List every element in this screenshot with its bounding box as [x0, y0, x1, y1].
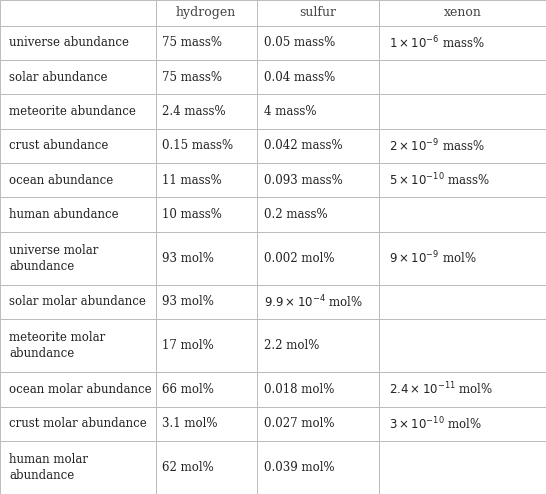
- Text: 0.15 mass%: 0.15 mass%: [162, 139, 233, 152]
- Bar: [0, 319, 156, 372]
- Bar: [257, 60, 379, 94]
- Text: solar molar abundance: solar molar abundance: [9, 295, 146, 308]
- Bar: [156, 285, 257, 319]
- Bar: [156, 26, 257, 60]
- Text: sulfur: sulfur: [300, 6, 336, 19]
- Text: 0.093 mass%: 0.093 mass%: [264, 173, 343, 187]
- Bar: [257, 128, 379, 163]
- Text: universe abundance: universe abundance: [9, 37, 129, 49]
- Bar: [257, 372, 379, 407]
- Bar: [0, 94, 156, 128]
- Bar: [379, 26, 546, 60]
- Text: $3\times10^{-10}$ mol%: $3\times10^{-10}$ mol%: [389, 415, 482, 432]
- Bar: [156, 407, 257, 441]
- Text: solar abundance: solar abundance: [9, 71, 108, 83]
- Text: 0.018 mol%: 0.018 mol%: [264, 383, 334, 396]
- Bar: [379, 0, 546, 26]
- Bar: [257, 94, 379, 128]
- Text: ocean abundance: ocean abundance: [9, 173, 114, 187]
- Bar: [257, 163, 379, 197]
- Bar: [156, 372, 257, 407]
- Bar: [0, 232, 156, 285]
- Bar: [379, 94, 546, 128]
- Text: $9.9\times10^{-4}$ mol%: $9.9\times10^{-4}$ mol%: [264, 293, 363, 310]
- Bar: [156, 60, 257, 94]
- Text: 2.4 mass%: 2.4 mass%: [162, 105, 225, 118]
- Text: 10 mass%: 10 mass%: [162, 208, 222, 221]
- Text: 62 mol%: 62 mol%: [162, 461, 213, 474]
- Text: 93 mol%: 93 mol%: [162, 251, 213, 265]
- Bar: [257, 232, 379, 285]
- Bar: [379, 232, 546, 285]
- Text: $2\times10^{-9}$ mass%: $2\times10^{-9}$ mass%: [389, 137, 485, 154]
- Bar: [0, 60, 156, 94]
- Bar: [379, 407, 546, 441]
- Text: meteorite abundance: meteorite abundance: [9, 105, 136, 118]
- Bar: [156, 232, 257, 285]
- Text: 11 mass%: 11 mass%: [162, 173, 222, 187]
- Bar: [257, 441, 379, 494]
- Bar: [156, 94, 257, 128]
- Bar: [379, 128, 546, 163]
- Bar: [379, 197, 546, 232]
- Bar: [0, 372, 156, 407]
- Bar: [257, 285, 379, 319]
- Text: 66 mol%: 66 mol%: [162, 383, 213, 396]
- Bar: [0, 128, 156, 163]
- Text: 3.1 mol%: 3.1 mol%: [162, 417, 217, 430]
- Text: 2.2 mol%: 2.2 mol%: [264, 339, 319, 352]
- Bar: [156, 197, 257, 232]
- Bar: [379, 372, 546, 407]
- Text: crust molar abundance: crust molar abundance: [9, 417, 147, 430]
- Text: 4 mass%: 4 mass%: [264, 105, 317, 118]
- Text: 0.002 mol%: 0.002 mol%: [264, 251, 335, 265]
- Text: ocean molar abundance: ocean molar abundance: [9, 383, 152, 396]
- Bar: [379, 163, 546, 197]
- Text: 93 mol%: 93 mol%: [162, 295, 213, 308]
- Text: $1\times10^{-6}$ mass%: $1\times10^{-6}$ mass%: [389, 35, 485, 51]
- Text: crust abundance: crust abundance: [9, 139, 109, 152]
- Text: meteorite molar
abundance: meteorite molar abundance: [9, 331, 105, 360]
- Bar: [0, 197, 156, 232]
- Text: universe molar
abundance: universe molar abundance: [9, 244, 99, 273]
- Text: 0.027 mol%: 0.027 mol%: [264, 417, 335, 430]
- Text: 0.05 mass%: 0.05 mass%: [264, 37, 335, 49]
- Bar: [257, 26, 379, 60]
- Bar: [379, 60, 546, 94]
- Bar: [379, 319, 546, 372]
- Bar: [0, 407, 156, 441]
- Text: 0.2 mass%: 0.2 mass%: [264, 208, 328, 221]
- Bar: [0, 26, 156, 60]
- Text: 0.039 mol%: 0.039 mol%: [264, 461, 335, 474]
- Bar: [0, 163, 156, 197]
- Text: 17 mol%: 17 mol%: [162, 339, 213, 352]
- Bar: [156, 128, 257, 163]
- Text: human molar
abundance: human molar abundance: [9, 453, 88, 482]
- Bar: [0, 441, 156, 494]
- Bar: [257, 197, 379, 232]
- Text: hydrogen: hydrogen: [176, 6, 236, 19]
- Bar: [156, 163, 257, 197]
- Bar: [0, 0, 156, 26]
- Bar: [257, 407, 379, 441]
- Text: human abundance: human abundance: [9, 208, 119, 221]
- Bar: [156, 319, 257, 372]
- Bar: [156, 0, 257, 26]
- Text: $9\times10^{-9}$ mol%: $9\times10^{-9}$ mol%: [389, 250, 477, 266]
- Bar: [257, 319, 379, 372]
- Text: 0.042 mass%: 0.042 mass%: [264, 139, 343, 152]
- Text: 75 mass%: 75 mass%: [162, 71, 222, 83]
- Text: xenon: xenon: [444, 6, 482, 19]
- Bar: [379, 441, 546, 494]
- Text: $2.4\times10^{-11}$ mol%: $2.4\times10^{-11}$ mol%: [389, 381, 494, 398]
- Bar: [257, 0, 379, 26]
- Bar: [156, 441, 257, 494]
- Text: $5\times10^{-10}$ mass%: $5\times10^{-10}$ mass%: [389, 172, 491, 188]
- Bar: [379, 285, 546, 319]
- Text: 0.04 mass%: 0.04 mass%: [264, 71, 335, 83]
- Text: 75 mass%: 75 mass%: [162, 37, 222, 49]
- Bar: [0, 285, 156, 319]
